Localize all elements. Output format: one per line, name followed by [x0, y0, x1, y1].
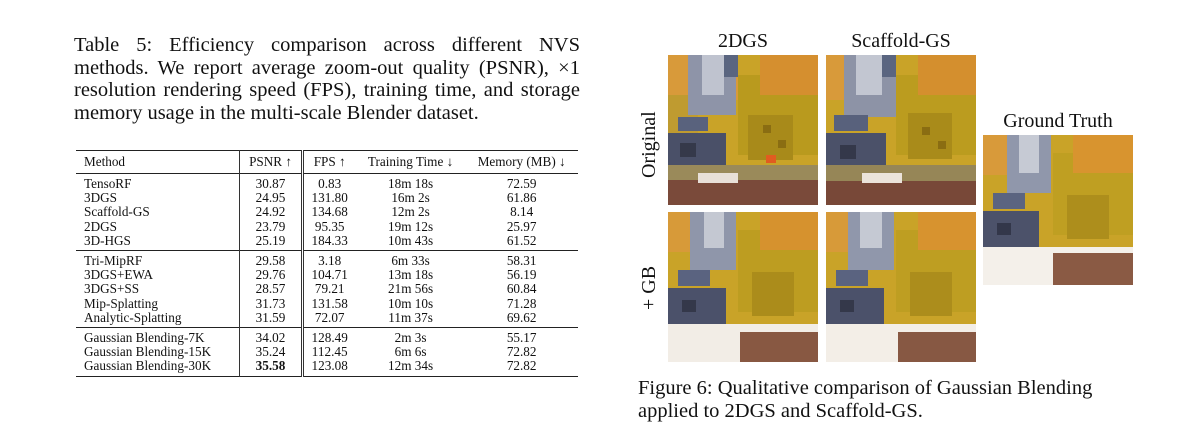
table-row: 3DGS+SS 28.57 79.21 21m 56s 60.84: [76, 282, 578, 297]
table-header-row: Method PSNR ↑ FPS ↑ Training Time ↓ Memo…: [76, 150, 578, 174]
header-training-time: Training Time ↓: [367, 153, 454, 169]
image-scaffold-gs-gb: [826, 212, 976, 362]
header-psnr: PSNR ↑: [239, 150, 304, 174]
table-row: 3DGS+EWA 29.76 104.71 13m 18s 56.19: [76, 268, 578, 283]
header-method: Method: [76, 150, 241, 174]
group-gaussian-blending: Gaussian Blending-7K 34.02 128.49 2m 3s 55.1…: [76, 327, 578, 377]
table-row: Gaussian Blending-30K 35.58 123.08 12m 34s 7…: [76, 359, 578, 377]
table-row: 2DGS 23.79 95.35 19m 12s 25.97: [76, 219, 578, 234]
table-row: Mip-Splatting 31.73 131.58 10m 10s 71.28: [76, 296, 578, 311]
figure-caption: Figure 6: Qualitative comparison of Gaus…: [638, 377, 1093, 422]
table-row: Gaussian Blending-15K 35.24 112.45 6m 6s 72.…: [76, 345, 578, 360]
efficiency-table: Method PSNR ↑ FPS ↑ Training Time ↓ Memo…: [76, 150, 578, 377]
image-2dgs-original: [668, 55, 818, 205]
table-row: Analytic-Splatting 31.59 72.07 11m 37s 69.62: [76, 310, 578, 328]
image-ground-truth: [983, 135, 1133, 285]
group-nerf-gs-baselines: TensoRF 30.87 0.83 18m 18s 72.59 3DGS 24.95 13…: [76, 173, 578, 251]
image-scaffold-gs-original: [826, 55, 976, 205]
header-fps: FPS ↑: [313, 153, 346, 169]
table-row: 3D-HGS 25.19 184.33 10m 43s 61.52: [76, 233, 578, 251]
header-memory: Memory (MB) ↓: [477, 153, 566, 169]
row-label-original: Original: [638, 111, 660, 178]
best-psnr-cell: 35.58: [239, 359, 304, 377]
group-anti-aliasing-methods: Tri-MipRF 29.58 3.18 6m 33s 58.31 3DGS+EWA 29…: [76, 250, 578, 328]
table-caption: Table 5: Efficiency comparison across di…: [74, 34, 580, 124]
table-row: TensoRF 30.87 0.83 18m 18s 72.59: [76, 173, 578, 192]
row-label-gb: + GB: [638, 265, 660, 310]
col-label-2dgs: 2DGS: [717, 30, 768, 52]
table-row: Tri-MipRF 29.58 3.18 6m 33s 58.31: [76, 250, 578, 269]
table-row: 3DGS 24.95 131.80 16m 2s 61.86: [76, 191, 578, 206]
table-row: Scaffold-GS 24.92 134.68 12m 2s 8.14: [76, 205, 578, 220]
ground-truth-label: Ground Truth: [1003, 110, 1113, 132]
col-label-scaffold-gs: Scaffold-GS: [851, 30, 951, 52]
image-2dgs-gb: [668, 212, 818, 362]
table-row: Gaussian Blending-7K 34.02 128.49 2m 3s 55.1…: [76, 327, 578, 346]
